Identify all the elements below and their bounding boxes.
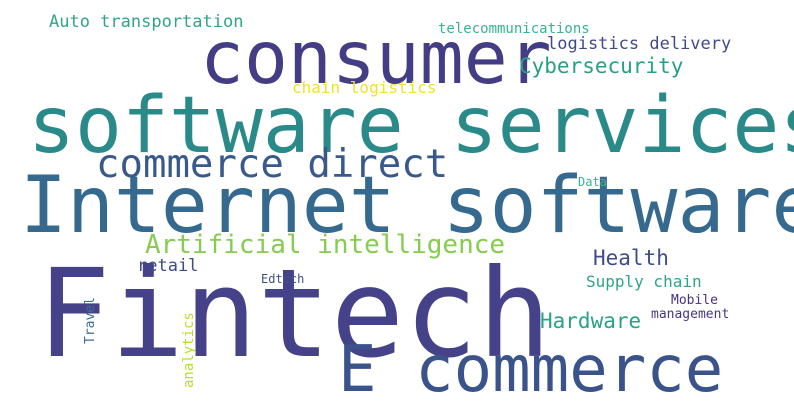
word-chain-logistics: chain logistics — [292, 78, 437, 97]
word-commerce-direct: commerce direct — [96, 142, 449, 187]
word-cybersecurity: Cybersecurity — [519, 54, 684, 78]
word-logistics-delivery: logistics delivery — [547, 34, 732, 54]
word-hardware: Hardware — [540, 309, 642, 333]
word-supply-chain: Supply chain — [586, 272, 702, 291]
word-fintech: Fintech — [37, 243, 552, 385]
word-edtech: Edtech — [261, 272, 305, 286]
word-analytics: analytics — [181, 312, 197, 388]
word-artificial-intelligence: Artificial intelligence — [145, 230, 506, 260]
word-health: Health — [593, 246, 669, 270]
word-internet-software: Internet software — [20, 161, 794, 251]
word-consumer: consumer — [200, 16, 552, 101]
word-travel: Travel — [83, 297, 98, 344]
word-retail: retail — [137, 256, 199, 276]
word-mobile: Mobile — [671, 293, 718, 308]
word-telecommunications: telecommunications — [438, 21, 590, 37]
word-management: management — [651, 307, 730, 322]
word-e-commerce: E commerce — [338, 333, 724, 407]
word-data: Data — [578, 175, 607, 189]
word-software-services: software services — [28, 81, 794, 171]
word-auto-transportation: Auto transportation — [49, 12, 244, 32]
